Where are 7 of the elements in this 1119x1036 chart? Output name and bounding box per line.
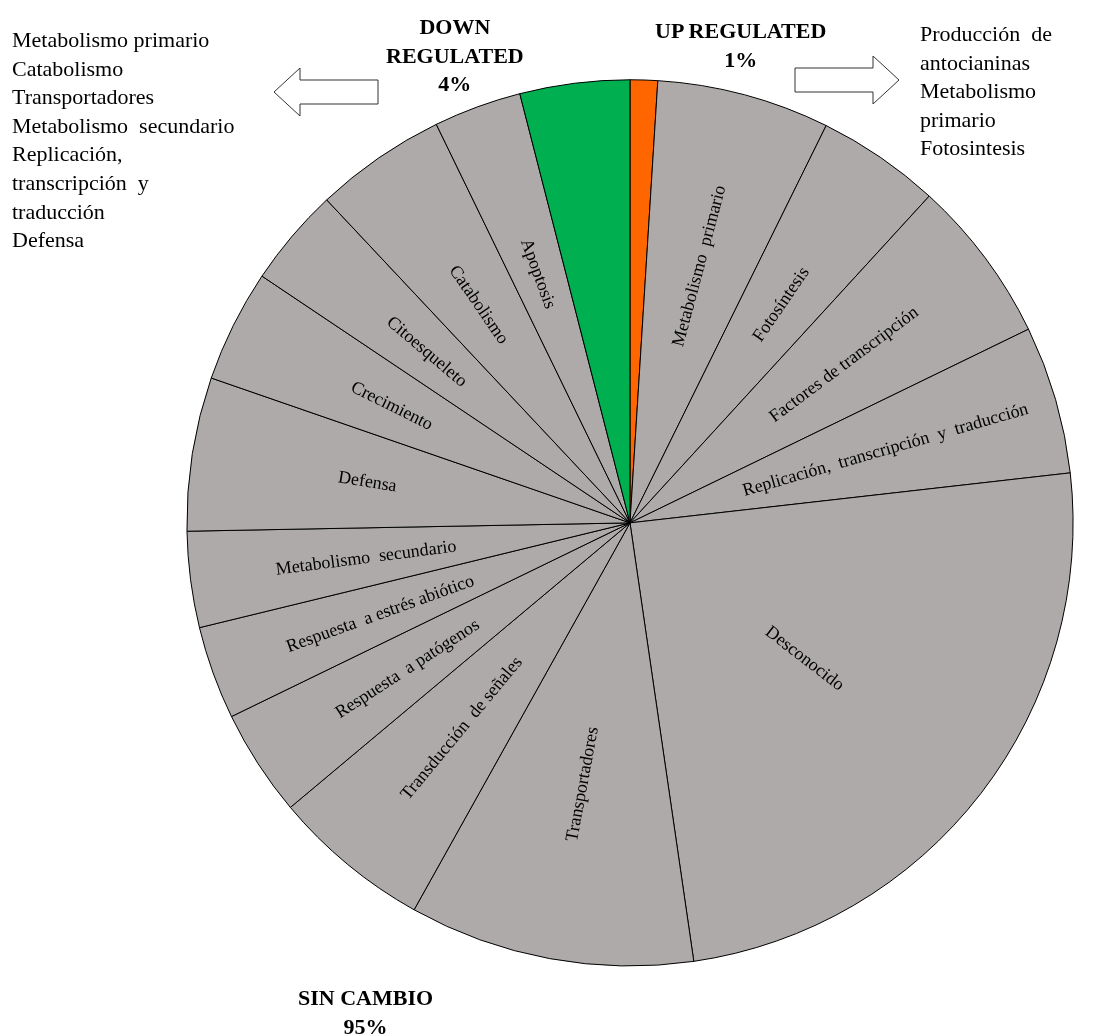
text: SIN CAMBIO 95%	[298, 985, 434, 1036]
slice-label: Defensa	[336, 466, 399, 496]
text: Producción de antocianinas Metabolismo primario Fotosintesis	[920, 21, 1052, 161]
slice-label: Metabolismo secundario	[274, 535, 458, 579]
text: DOWN REGULATED 4%	[386, 14, 524, 97]
text: Metabolismo primario Catabolismo Transportadores Metabolismo secundario Replicación, transcripción y traducción Defensa	[12, 27, 235, 253]
text: UP REGULATED 1%	[655, 18, 827, 72]
